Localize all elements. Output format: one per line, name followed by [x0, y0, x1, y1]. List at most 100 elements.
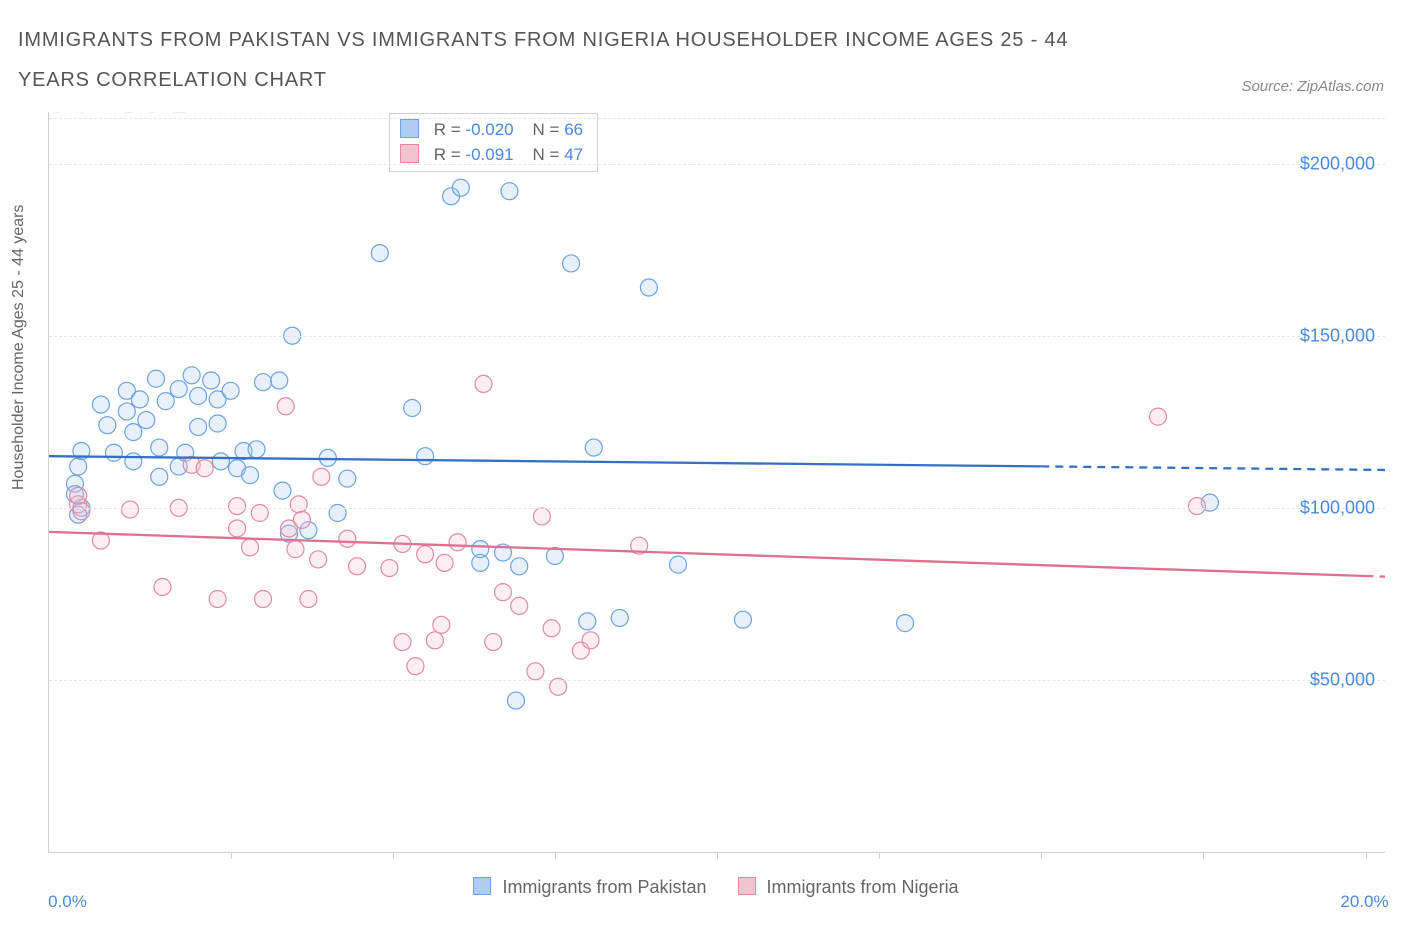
- data-point-nigeria: [287, 541, 304, 558]
- data-point-pakistan: [417, 448, 434, 465]
- trendline-nigeria-dashed: [1366, 576, 1385, 577]
- data-point-nigeria: [300, 591, 317, 608]
- trendline-pakistan-dashed: [1041, 466, 1385, 470]
- gridline: [49, 336, 1385, 337]
- data-point-pakistan: [472, 541, 489, 558]
- data-point-pakistan: [99, 417, 116, 434]
- gridline: [49, 164, 1385, 165]
- data-point-nigeria: [255, 591, 272, 608]
- data-point-pakistan: [118, 403, 135, 420]
- data-point-pakistan: [183, 367, 200, 384]
- data-point-pakistan: [511, 558, 528, 575]
- y-axis-label: Householder Income Ages 25 - 44 years: [10, 205, 28, 491]
- x-tick: [717, 852, 718, 859]
- data-point-pakistan: [339, 470, 356, 487]
- x-tick: [1041, 852, 1042, 859]
- series-legend: Immigrants from Pakistan Immigrants from…: [0, 877, 1406, 898]
- data-point-nigeria: [527, 663, 544, 680]
- gridline: [49, 508, 1385, 509]
- data-point-nigeria: [339, 530, 356, 547]
- data-point-pakistan: [151, 439, 168, 456]
- data-point-pakistan: [271, 372, 288, 389]
- data-point-nigeria: [290, 496, 307, 513]
- source-label: Source: ZipAtlas.com: [1241, 78, 1384, 95]
- legend-row-pakistan: R = -0.020 N = 66: [400, 118, 583, 143]
- chart-title: IMMIGRANTS FROM PAKISTAN VS IMMIGRANTS F…: [18, 20, 1138, 100]
- data-point-nigeria: [394, 634, 411, 651]
- data-point-pakistan: [222, 382, 239, 399]
- x-tick: [1203, 852, 1204, 859]
- data-point-nigeria: [154, 578, 171, 595]
- data-point-nigeria: [407, 658, 424, 675]
- plot-area: ZIPatlas R = -0.020 N = 66 R = -0.091 N …: [48, 112, 1385, 853]
- n-value-pakistan: 66: [564, 120, 583, 139]
- data-point-nigeria: [475, 375, 492, 392]
- gridline: [49, 118, 1385, 119]
- data-point-pakistan: [209, 415, 226, 432]
- data-point-nigeria: [196, 460, 213, 477]
- data-point-nigeria: [426, 632, 443, 649]
- data-point-nigeria: [293, 511, 310, 528]
- data-point-pakistan: [125, 424, 142, 441]
- gridline: [49, 680, 1385, 681]
- data-point-pakistan: [563, 255, 580, 272]
- x-tick: [879, 852, 880, 859]
- data-point-nigeria: [349, 558, 366, 575]
- data-point-nigeria: [582, 632, 599, 649]
- data-point-pakistan: [151, 468, 168, 485]
- y-tick-label: $100,000: [1300, 497, 1375, 518]
- n-value-nigeria: 47: [564, 145, 583, 164]
- x-tick: [393, 852, 394, 859]
- scatter-svg: ZIPatlas: [49, 112, 1385, 852]
- data-point-nigeria: [229, 498, 246, 515]
- data-point-pakistan: [579, 613, 596, 630]
- data-point-pakistan: [611, 609, 628, 626]
- data-point-pakistan: [585, 439, 602, 456]
- data-point-nigeria: [494, 584, 511, 601]
- data-point-pakistan: [404, 400, 421, 417]
- data-point-pakistan: [148, 370, 165, 387]
- data-point-pakistan: [170, 381, 187, 398]
- data-point-nigeria: [73, 503, 90, 520]
- data-point-nigeria: [313, 468, 330, 485]
- y-tick-label: $50,000: [1310, 669, 1375, 690]
- x-tick: [1366, 852, 1367, 859]
- data-point-nigeria: [310, 551, 327, 568]
- data-point-pakistan: [212, 453, 229, 470]
- r-value-pakistan: -0.020: [465, 120, 513, 139]
- data-point-pakistan: [501, 183, 518, 200]
- data-point-pakistan: [70, 458, 87, 475]
- data-point-pakistan: [190, 387, 207, 404]
- data-point-pakistan: [125, 453, 142, 470]
- data-point-nigeria: [209, 591, 226, 608]
- data-point-nigeria: [485, 634, 502, 651]
- y-tick-label: $150,000: [1300, 325, 1375, 346]
- y-tick-label: $200,000: [1300, 153, 1375, 174]
- data-point-pakistan: [92, 396, 109, 413]
- data-point-nigeria: [417, 546, 434, 563]
- data-point-nigeria: [1188, 498, 1205, 515]
- data-point-pakistan: [670, 556, 687, 573]
- watermark-atlas: atlas: [49, 112, 203, 129]
- data-point-pakistan: [242, 467, 259, 484]
- data-point-pakistan: [255, 374, 272, 391]
- data-point-nigeria: [122, 501, 139, 518]
- data-point-nigeria: [1150, 408, 1167, 425]
- correlation-chart-container: IMMIGRANTS FROM PAKISTAN VS IMMIGRANTS F…: [0, 0, 1406, 930]
- data-point-pakistan: [190, 418, 207, 435]
- swatch-pakistan: [400, 119, 419, 138]
- data-point-pakistan: [734, 611, 751, 628]
- data-point-pakistan: [157, 393, 174, 410]
- data-point-pakistan: [138, 412, 155, 429]
- data-point-pakistan: [452, 179, 469, 196]
- legend-label-pakistan: Immigrants from Pakistan: [502, 877, 706, 897]
- data-point-nigeria: [533, 508, 550, 525]
- data-point-pakistan: [274, 482, 291, 499]
- data-point-nigeria: [229, 520, 246, 537]
- r-value-nigeria: -0.091: [465, 145, 513, 164]
- x-tick: [555, 852, 556, 859]
- data-point-nigeria: [381, 560, 398, 577]
- data-point-pakistan: [203, 372, 220, 389]
- data-point-pakistan: [897, 615, 914, 632]
- data-point-pakistan: [640, 279, 657, 296]
